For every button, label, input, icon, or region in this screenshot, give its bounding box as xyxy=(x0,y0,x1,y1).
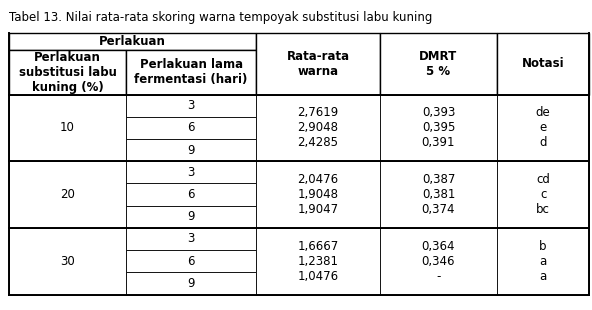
Text: DMRT
5 %: DMRT 5 % xyxy=(419,50,458,78)
Bar xyxy=(9,50,126,95)
Text: 0,364
0,346
-: 0,364 0,346 - xyxy=(422,240,455,283)
Bar xyxy=(380,95,497,161)
Text: 3: 3 xyxy=(188,99,195,112)
Bar xyxy=(9,161,126,228)
Text: 9: 9 xyxy=(188,144,195,157)
Text: 0,387
0,381
0,374: 0,387 0,381 0,374 xyxy=(422,173,455,216)
Text: 10: 10 xyxy=(60,122,75,134)
Text: 6: 6 xyxy=(188,188,195,201)
Bar xyxy=(380,228,497,294)
Bar xyxy=(126,250,256,272)
Text: 1,6667
1,2381
1,0476: 1,6667 1,2381 1,0476 xyxy=(297,240,339,283)
Bar xyxy=(497,95,589,161)
Bar xyxy=(256,95,380,161)
Bar xyxy=(126,184,256,206)
Bar xyxy=(256,228,380,294)
Text: Tabel 13. Nilai rata-rata skoring warna tempoyak substitusi labu kuning: Tabel 13. Nilai rata-rata skoring warna … xyxy=(9,11,432,24)
Bar xyxy=(256,161,380,228)
Text: 9: 9 xyxy=(188,277,195,290)
Text: 2,0476
1,9048
1,9047: 2,0476 1,9048 1,9047 xyxy=(297,173,339,216)
Bar xyxy=(380,33,497,95)
Bar xyxy=(9,33,256,50)
Text: 20: 20 xyxy=(60,188,75,201)
Bar xyxy=(126,95,256,117)
Text: de
e
d: de e d xyxy=(536,106,551,149)
Bar xyxy=(497,161,589,228)
Text: Notasi: Notasi xyxy=(522,57,564,70)
Bar xyxy=(126,50,256,95)
Bar xyxy=(256,33,380,95)
Text: 30: 30 xyxy=(60,255,75,268)
Text: Rata-rata
warna: Rata-rata warna xyxy=(287,50,349,78)
Bar xyxy=(380,161,497,228)
Text: Perlakuan: Perlakuan xyxy=(99,35,166,47)
Text: 2,7619
2,9048
2,4285: 2,7619 2,9048 2,4285 xyxy=(297,106,339,149)
Bar xyxy=(126,272,256,294)
Text: Perlakuan lama
fermentasi (hari): Perlakuan lama fermentasi (hari) xyxy=(134,58,248,86)
Text: 9: 9 xyxy=(188,210,195,223)
Bar xyxy=(126,206,256,228)
Bar xyxy=(497,33,589,95)
Text: 6: 6 xyxy=(188,122,195,134)
Text: b
a
a: b a a xyxy=(539,240,547,283)
Text: 3: 3 xyxy=(188,166,195,179)
Bar xyxy=(126,117,256,139)
Bar xyxy=(9,95,126,161)
Text: cd
c
bc: cd c bc xyxy=(536,173,550,216)
Text: 0,393
0,395
0,391: 0,393 0,395 0,391 xyxy=(422,106,455,149)
Bar xyxy=(497,228,589,294)
Bar xyxy=(126,139,256,161)
Text: Perlakuan
substitusi labu
kuning (%): Perlakuan substitusi labu kuning (%) xyxy=(18,51,117,94)
Bar xyxy=(126,161,256,184)
Bar xyxy=(9,228,126,294)
Text: 6: 6 xyxy=(188,255,195,268)
Bar xyxy=(126,228,256,250)
Text: 3: 3 xyxy=(188,232,195,246)
